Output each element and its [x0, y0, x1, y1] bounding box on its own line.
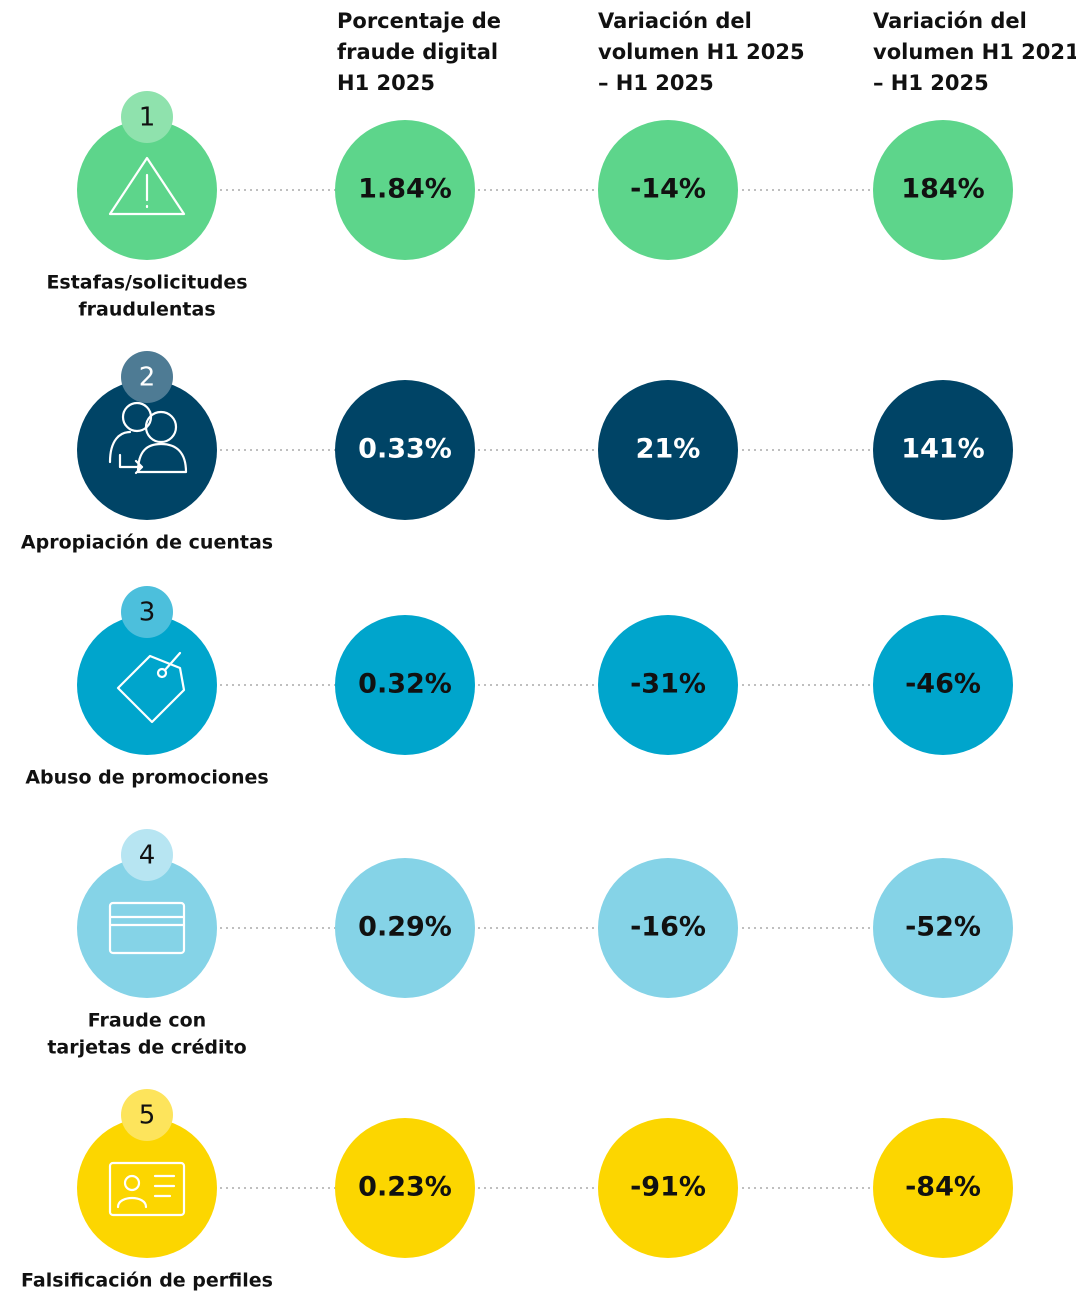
category-circle: [77, 615, 217, 755]
value-label: 184%: [901, 174, 984, 205]
column-header: Variación del: [873, 9, 1027, 33]
category-circle: [77, 858, 217, 998]
column-header: H1 2025: [337, 71, 435, 95]
value-label: 0.23%: [358, 1172, 452, 1203]
value-label: -14%: [630, 174, 706, 205]
category-label: fraudulentas: [78, 299, 215, 321]
number-badge: [121, 91, 173, 143]
value-circle: [335, 1118, 475, 1258]
value-circle: [598, 380, 738, 520]
number-badge: [121, 829, 173, 881]
value-circle: [598, 120, 738, 260]
value-circle: [873, 1118, 1013, 1258]
profile-icon: [108, 1161, 186, 1217]
category-label: Abuso de promociones: [25, 767, 268, 789]
value-circle: [598, 858, 738, 998]
value-label: 141%: [901, 434, 984, 465]
category-circle: [77, 1118, 217, 1258]
category-label: tarjetas de crédito: [47, 1037, 246, 1059]
value-circle: [335, 380, 475, 520]
value-label: -16%: [630, 912, 706, 943]
value-circle: [873, 615, 1013, 755]
value-label: 0.32%: [358, 669, 452, 700]
warning-icon: [108, 156, 186, 216]
category-label: Apropiación de cuentas: [21, 532, 273, 554]
category-label: Fraude con: [88, 1010, 206, 1032]
column-header: – H1 2025: [598, 71, 714, 95]
number-badge: [121, 586, 173, 638]
value-label: 1.84%: [358, 174, 452, 205]
category-circle: [77, 380, 217, 520]
category-label: Falsificación de perfiles: [21, 1270, 273, 1292]
value-circle: [335, 858, 475, 998]
accounts-icon: [108, 401, 188, 475]
value-circle: [598, 1118, 738, 1258]
value-label: 21%: [636, 434, 701, 465]
column-header: Porcentaje de: [337, 9, 501, 33]
value-circle: [873, 858, 1013, 998]
value-label: -31%: [630, 669, 706, 700]
tag-icon: [116, 651, 186, 724]
value-label: 0.29%: [358, 912, 452, 943]
card-icon: [108, 901, 186, 955]
value-label: 0.33%: [358, 434, 452, 465]
row-number: 5: [139, 1101, 156, 1131]
row-number: 1: [139, 103, 156, 133]
icons: [108, 156, 188, 1217]
value-label: -91%: [630, 1172, 706, 1203]
number-badge: [121, 1089, 173, 1141]
column-header: – H1 2025: [873, 71, 989, 95]
number-badge: [121, 351, 173, 403]
value-circle: [873, 380, 1013, 520]
value-circle: [873, 120, 1013, 260]
row-number: 4: [139, 841, 156, 871]
column-header: fraude digital: [337, 40, 498, 64]
category-label: Estafas/solicitudes: [46, 272, 247, 294]
row-number: 2: [139, 363, 156, 393]
value-label: -46%: [905, 669, 981, 700]
value-label: -52%: [905, 912, 981, 943]
value-label: -84%: [905, 1172, 981, 1203]
column-header: Variación del: [598, 9, 752, 33]
value-circle: [335, 615, 475, 755]
value-circle: [335, 120, 475, 260]
column-header: volumen H1 2021: [873, 40, 1076, 64]
row-number: 3: [139, 598, 156, 628]
column-header: volumen H1 2025: [598, 40, 805, 64]
value-circle: [598, 615, 738, 755]
